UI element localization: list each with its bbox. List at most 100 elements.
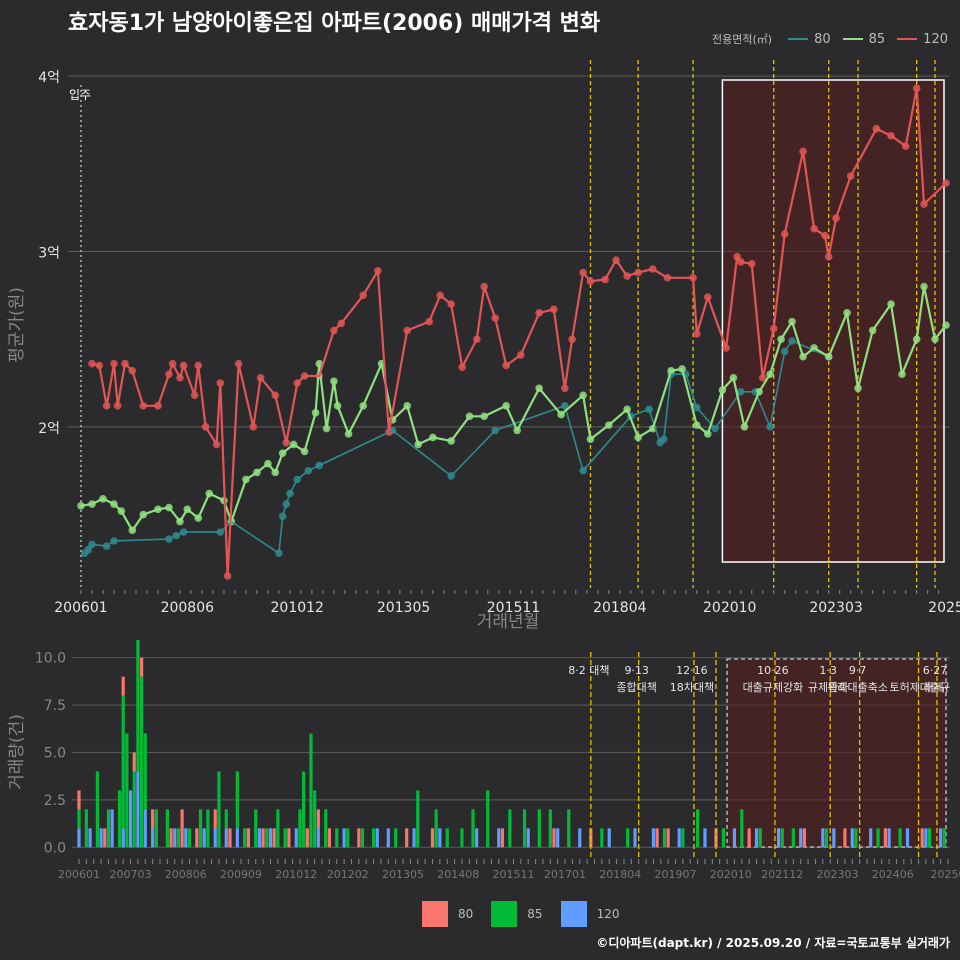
- vol-bar-80: [666, 828, 670, 848]
- price-xtick-label: 201511: [487, 600, 540, 616]
- vol-bar-120: [677, 828, 681, 848]
- vol-bar-120: [235, 828, 239, 848]
- price-xtick-label: 202010: [703, 600, 756, 616]
- vol-bar-120: [526, 828, 530, 848]
- vol-bar-85: [165, 809, 169, 848]
- vol-xtick-label: 201202: [327, 868, 369, 881]
- vol-bar-85: [139, 676, 144, 848]
- vol-bar-120: [905, 828, 910, 848]
- vol-bar-85: [265, 828, 269, 848]
- vol-bar-120: [213, 828, 217, 848]
- vol-xtick-label: 201907: [655, 868, 697, 881]
- vol-legend-swatch-80: [422, 901, 448, 927]
- legend-title: 전용면적(㎡): [712, 33, 773, 46]
- vol-bar-85: [302, 771, 306, 848]
- legend-swatch-120: [897, 38, 918, 40]
- vol-xtick-label: 201804: [599, 868, 641, 881]
- vol-xtick-label: 202303: [817, 868, 859, 881]
- vol-bar-80: [843, 828, 847, 848]
- event-label-date: 9·7: [849, 664, 867, 677]
- vol-legend-swatch-85: [491, 901, 518, 927]
- event-label-name: 규제완화: [808, 681, 848, 694]
- vol-bar-85: [136, 640, 140, 772]
- vol-bar-120: [184, 828, 188, 848]
- vol-xtick-label: 20250: [931, 868, 960, 881]
- vol-bar-85: [508, 809, 512, 848]
- vol-bar-85: [662, 828, 667, 848]
- vol-bar-85: [276, 809, 280, 848]
- price-ytick-label: 3억: [38, 245, 60, 261]
- vol-bar-120: [375, 828, 379, 848]
- vol-bar-85: [121, 695, 125, 829]
- vol-bar-85: [283, 828, 287, 848]
- vol-bar-80: [920, 828, 924, 848]
- vol-bar-120: [651, 828, 656, 848]
- vol-bar-120: [607, 828, 611, 848]
- vol-bar-85: [309, 733, 313, 848]
- vol-bar-120: [257, 828, 262, 848]
- vol-bar-85: [942, 828, 946, 848]
- vol-bar-80: [261, 828, 265, 848]
- vol-bar-80: [327, 828, 331, 848]
- legend-item-120: 120: [897, 32, 948, 47]
- vol-bar-80: [151, 809, 155, 829]
- vol-bar-80: [316, 809, 320, 829]
- price-xtick-label: 200806: [161, 600, 215, 616]
- vol-bar-80: [77, 790, 81, 810]
- price-chart: 2억 3억 4억 200601 200806 201012 201305 201511 2018…: [7, 60, 960, 632]
- vol-bar-120: [754, 828, 759, 848]
- vol-bar-85: [298, 809, 302, 848]
- price-ytick-label: 4억: [38, 70, 60, 86]
- volume-legend: 80 85 120: [422, 901, 627, 927]
- event-label-date: 9·13: [624, 664, 649, 677]
- vol-bar-80: [132, 752, 136, 772]
- vol-bar-85: [206, 809, 210, 848]
- vol-bar-85: [416, 790, 420, 848]
- price-legend: 전용면적(㎡) 80 85 120: [712, 31, 948, 47]
- vol-bar-120: [88, 828, 92, 848]
- vol-xtick-label: 201701: [544, 868, 586, 881]
- vol-legend-item-120: 120: [560, 901, 619, 927]
- legend-label-80: 80: [814, 31, 831, 47]
- price-xtick-label: 200601: [54, 600, 107, 616]
- price-xtick-label: 201012: [271, 600, 324, 616]
- price-xtick-label: 201305: [377, 600, 430, 616]
- vol-bar-80: [655, 828, 659, 848]
- vol-bar-85: [758, 828, 762, 848]
- event-label-name: 대출규: [920, 681, 950, 694]
- vol-bar-120: [151, 828, 155, 848]
- vol-bar-120: [821, 828, 825, 848]
- vol-xtick-label: 202010: [710, 868, 752, 881]
- event-label-date: 8·2 대책: [568, 664, 609, 677]
- vol-legend-swatch-120: [560, 901, 587, 927]
- vol-bar-85: [876, 828, 880, 848]
- vol-bar-80: [747, 828, 751, 848]
- vol-bar-85: [486, 790, 490, 848]
- price-line-120: [91, 87, 947, 578]
- vol-bar-85: [235, 771, 239, 829]
- vol-bar-120: [202, 828, 206, 848]
- vol-xtick-label: 200806: [165, 868, 207, 881]
- event-label-date: 12·16: [676, 664, 708, 677]
- vol-bar-85: [254, 809, 258, 848]
- occupancy-label: 입주: [69, 88, 91, 102]
- vol-xtick-label: 201408: [437, 868, 479, 881]
- vol-bar-85: [143, 733, 147, 810]
- vol-bar-85: [198, 809, 203, 848]
- vol-bar-85: [217, 771, 221, 848]
- event-label-date: 6·27: [923, 664, 948, 677]
- source-caption: ©디아파트(dapt.kr) / 2025.09.20 / 자료=국토교통부 실…: [596, 936, 950, 950]
- price-point-85: [77, 502, 85, 510]
- vol-bar-120: [386, 828, 390, 848]
- vol-bar-120: [121, 828, 125, 848]
- vol-ytick-label: 0.0: [44, 840, 66, 856]
- vol-ytick-label: 5.0: [44, 746, 66, 762]
- vol-xtick-label: 200909: [220, 868, 262, 881]
- vol-bar-85: [106, 809, 111, 848]
- vol-bar-120: [412, 828, 416, 848]
- vol-bar-85: [626, 828, 630, 848]
- price-line-80: [84, 340, 830, 554]
- vol-bar-85: [176, 828, 181, 848]
- vol-bar-85: [522, 809, 527, 848]
